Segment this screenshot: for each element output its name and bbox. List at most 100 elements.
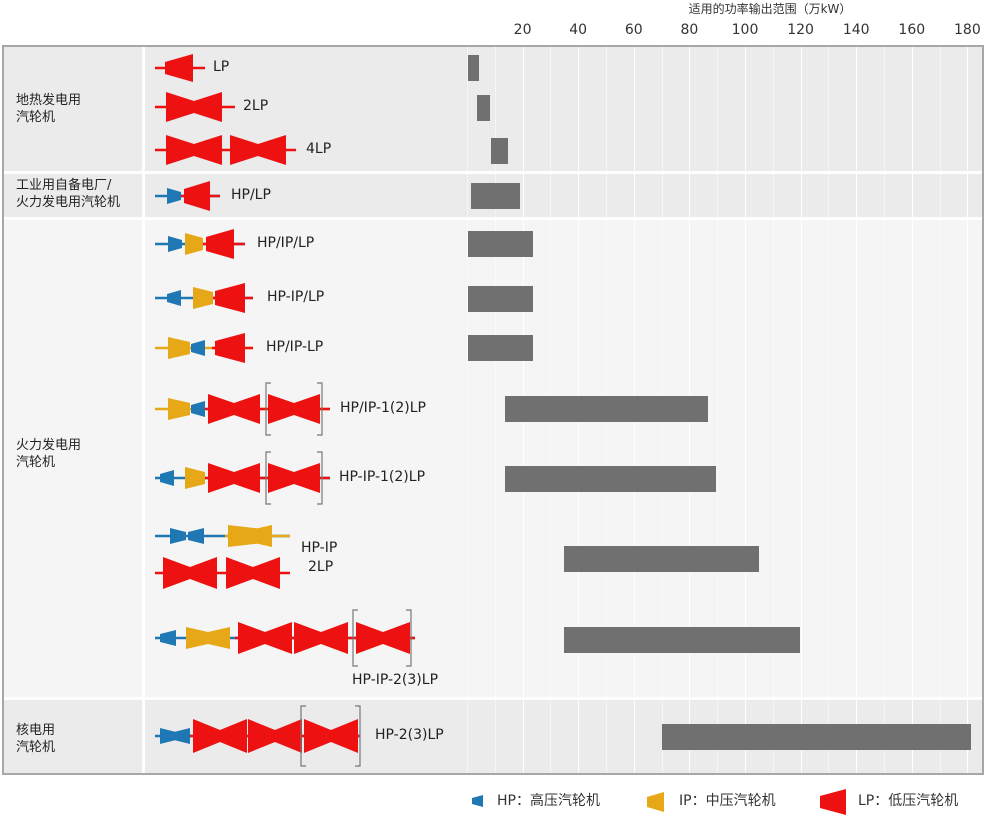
bracket [300, 705, 306, 767]
lp-casing [208, 463, 234, 493]
lp-casing [166, 135, 194, 165]
row-label-hp-lp: HP/LP [231, 187, 271, 203]
group-divider [4, 217, 982, 220]
ip-casing [228, 525, 250, 547]
bar-1 [468, 55, 479, 81]
hp-casing [191, 401, 205, 417]
hp-casing [167, 290, 181, 306]
bar-8 [505, 396, 708, 422]
gridline [467, 47, 468, 773]
lp-casing [294, 622, 321, 654]
hp-casing [174, 728, 190, 744]
bar-6 [468, 286, 533, 312]
group-label-nuclear: 核电用 汽轮机 [16, 722, 55, 756]
lp-casing [194, 92, 222, 122]
ip-casing [168, 398, 190, 420]
row-label-hpip-lp: HP-IP/LP [267, 289, 325, 305]
lp-casing [294, 463, 320, 493]
bracket [265, 451, 271, 505]
lp-casing [234, 394, 260, 424]
row-label-hpip-1-2lp: HP-IP-1(2)LP [339, 469, 426, 485]
ip-casing [208, 627, 230, 649]
hp-casing [160, 728, 176, 744]
gridline [940, 47, 941, 773]
group-label-line: 地热发电用 [16, 93, 82, 108]
row-label-2lp-second: 2LP [308, 559, 334, 575]
x-tick-label: 40 [569, 22, 588, 38]
bracket [317, 382, 323, 436]
gridline [495, 47, 496, 773]
row-label-hp-ip-1-2lp: HP/IP-1(2)LP [340, 400, 426, 416]
hp-casing [188, 528, 204, 544]
bar-7 [468, 335, 533, 361]
gridline [717, 47, 718, 773]
legend-lp-icon [820, 789, 846, 815]
group-label-line: 火力发电用 [16, 438, 82, 453]
hp-casing [191, 340, 205, 356]
lp-casing [258, 135, 286, 165]
lp-casing [220, 719, 247, 753]
group-label-line: 工业用自备电厂/ [16, 178, 112, 193]
lp-casing [238, 622, 265, 654]
hp-casing [167, 188, 181, 204]
x-tick-label: 80 [680, 22, 699, 38]
gridline [773, 47, 774, 773]
row-label-4lp: 4LP [306, 141, 332, 157]
x-tick-label: 100 [731, 22, 759, 38]
group-label-line: 汽轮机 [16, 455, 56, 470]
row-label-hp-ip-lp: HP/IP/LP [257, 235, 315, 251]
legend-lp: LP：低压汽轮机 [858, 793, 959, 809]
gridline [801, 47, 802, 773]
gridline [967, 47, 968, 773]
bar-11 [564, 627, 800, 653]
hp-casing [160, 630, 176, 646]
lp-casing [208, 394, 234, 424]
bar-12 [662, 724, 971, 750]
lp-casing [165, 54, 193, 82]
gridline [912, 47, 913, 773]
group-label-line: 核电用 [16, 723, 56, 738]
lp-casing [268, 463, 294, 493]
group-label-thermal: 火力发电用 汽轮机 [16, 437, 81, 471]
row-label-hpip: HP-IP [301, 540, 338, 556]
lp-casing [253, 557, 280, 589]
group-label-line: 汽轮机 [16, 110, 56, 125]
row-label-2lp: 2LP [243, 98, 269, 114]
x-tick-label: 180 [954, 22, 981, 38]
ip-casing [186, 627, 208, 649]
lp-casing [163, 557, 190, 589]
x-tick-label: 20 [513, 22, 532, 38]
lp-casing [194, 135, 222, 165]
lp-casing [193, 719, 220, 753]
legend-hp: HP：高压汽轮机 [497, 793, 600, 809]
turbine-schematics [155, 54, 415, 767]
lp-casing [215, 333, 245, 363]
legend-hp-icon [472, 795, 483, 807]
axis-title: 适用的功率输出范围（万kW） [688, 2, 852, 16]
lp-casing [275, 719, 302, 753]
lp-casing [356, 622, 383, 654]
group-label-line: 汽轮机 [16, 740, 56, 755]
x-tick-label: 60 [624, 22, 643, 38]
bar-2 [477, 95, 490, 121]
lp-casing [226, 557, 253, 589]
bar-4 [471, 183, 520, 209]
gridline [745, 47, 746, 773]
bracket [265, 382, 271, 436]
lp-casing [234, 463, 260, 493]
lp-casing [248, 719, 275, 753]
bracket [317, 451, 323, 505]
lp-casing [304, 719, 331, 753]
bar-5 [468, 231, 533, 257]
lp-casing [383, 622, 410, 654]
lp-casing [166, 92, 194, 122]
ip-casing [168, 337, 190, 359]
row-label-hpip-2-3lp: HP-IP-2(3)LP [352, 672, 439, 688]
lp-casing [331, 719, 358, 753]
hp-casing [168, 236, 182, 252]
group-divider [4, 171, 982, 174]
lp-casing [321, 622, 348, 654]
ip-casing [193, 287, 213, 309]
bar-3 [491, 138, 508, 164]
